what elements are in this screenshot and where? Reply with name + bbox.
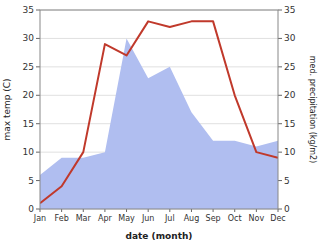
- y-tick-label: 5: [28, 176, 34, 186]
- grid-line: [40, 38, 278, 39]
- y-tick: [36, 209, 40, 210]
- x-tick-label: Jun: [141, 214, 155, 223]
- grid-line: [40, 66, 278, 67]
- chart: 0 5 10 15 20 25 30 35 0 5 10 15 20 25 30 35 Jan Feb Mar Apr…: [0, 0, 318, 247]
- y2-tick: [278, 38, 282, 39]
- y-tick: [36, 180, 40, 181]
- y-tick: [36, 38, 40, 39]
- y2-tick-label: 15: [284, 119, 295, 129]
- y2-tick-label: 5: [284, 176, 290, 186]
- y2-tick: [278, 152, 282, 153]
- x-tick-label: Sep: [206, 214, 221, 223]
- y-tick: [36, 66, 40, 67]
- x-tick-label: Oct: [228, 214, 242, 223]
- axes: 0 5 10 15 20 25 30 35 0 5 10 15 20 25 30 35 Jan Feb Mar Apr…: [23, 5, 296, 223]
- y2-tick-label: 25: [284, 62, 295, 72]
- y2-tick-label: 20: [284, 90, 296, 100]
- y2-axis-label: med. precipitation (kg/m2): [308, 56, 317, 163]
- y-tick-label: 15: [23, 119, 34, 129]
- plot-area: [40, 21, 278, 209]
- x-tick-label: Mar: [76, 214, 92, 223]
- area: [40, 38, 278, 209]
- x-tick-label: Feb: [55, 214, 69, 223]
- y-tick-label: 35: [23, 5, 34, 15]
- y2-tick-label: 30: [284, 33, 296, 43]
- x-axis-label: date (month): [126, 231, 193, 241]
- y2-tick-label: 35: [284, 5, 295, 15]
- y2-tick: [278, 180, 282, 181]
- y2-tick: [278, 10, 282, 11]
- x-tick-label: Jan: [33, 214, 46, 223]
- y-axis-label: max temp (C): [2, 78, 12, 140]
- y-tick: [36, 152, 40, 153]
- y2-tick: [278, 66, 282, 67]
- y2-tick-label: 10: [284, 147, 296, 157]
- y-tick: [36, 123, 40, 124]
- y-tick: [36, 95, 40, 96]
- y-tick: [36, 10, 40, 11]
- y-tick-label: 30: [23, 33, 35, 43]
- y-tick-label: 10: [23, 147, 35, 157]
- y-tick-label: 20: [23, 90, 35, 100]
- y-tick-label: 0: [28, 204, 34, 214]
- x-tick-label: Apr: [98, 214, 113, 223]
- x-tick-label: Jul: [164, 214, 175, 223]
- y2-tick-label: 0: [284, 204, 290, 214]
- x-tick-label: Nov: [249, 214, 265, 223]
- y2-tick: [278, 95, 282, 96]
- y2-tick: [278, 209, 282, 210]
- line: [40, 21, 278, 203]
- x-tick-label: Aug: [184, 214, 200, 223]
- grid: [40, 10, 278, 209]
- y-tick-label: 25: [23, 62, 34, 72]
- x-tick-label: May: [118, 214, 135, 223]
- plot-frame: [40, 10, 278, 209]
- x-tick-label: Dec: [270, 214, 285, 223]
- y2-tick: [278, 123, 282, 124]
